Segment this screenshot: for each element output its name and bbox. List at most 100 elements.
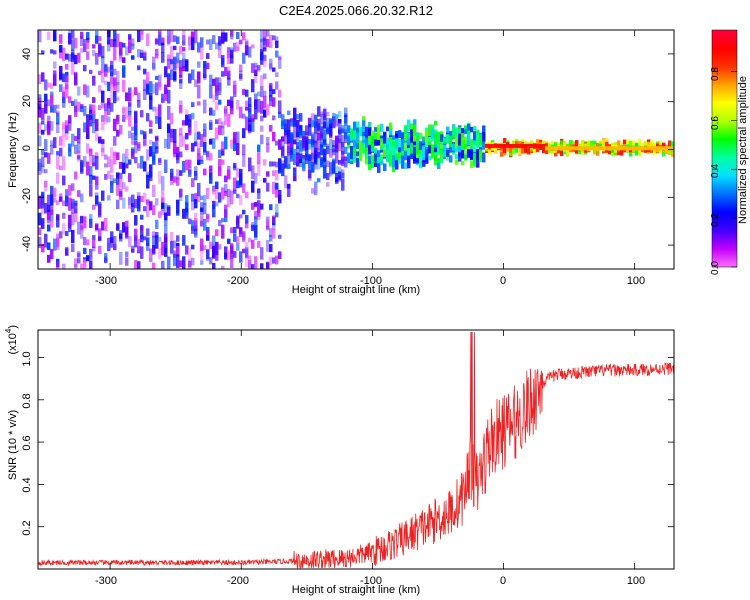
spectrogram-cell bbox=[467, 124, 471, 132]
spectrogram-peak-cell bbox=[575, 146, 579, 151]
spectrogram-cell bbox=[209, 39, 213, 51]
spectrogram-cell bbox=[137, 261, 141, 269]
spectrogram-cell bbox=[95, 156, 99, 170]
spectrogram-cell bbox=[560, 140, 564, 144]
spectrogram-cell bbox=[434, 155, 438, 166]
colorbar-ticks bbox=[712, 71, 737, 268]
spectrogram-cell bbox=[167, 256, 171, 269]
spectrogram-cell bbox=[479, 133, 483, 146]
spectrogram-cell bbox=[323, 165, 327, 179]
spectrogram-peak-cell bbox=[506, 143, 510, 148]
spectrogram-cell bbox=[164, 247, 168, 257]
spectrogram-cell bbox=[98, 44, 102, 55]
spectrogram-cell bbox=[293, 167, 297, 178]
spectrogram-cell bbox=[230, 30, 234, 37]
spectrogram-cell bbox=[227, 66, 231, 79]
spectrogram-cell bbox=[110, 102, 114, 112]
spectrogram-cell bbox=[200, 238, 204, 252]
spectrogram-cell bbox=[80, 216, 84, 229]
spectrogram-cell bbox=[200, 260, 204, 265]
spectrogram-cell bbox=[209, 138, 213, 145]
spectrogram-cell bbox=[251, 44, 255, 49]
spectrogram-cell bbox=[245, 215, 249, 224]
spectrogram-cell bbox=[287, 141, 291, 156]
spectrogram-cell bbox=[404, 125, 408, 134]
spectrogram-cell bbox=[419, 161, 423, 169]
spectrogram-cell bbox=[500, 149, 504, 154]
spectrogram-cell bbox=[491, 147, 495, 151]
spectrogram-cell bbox=[92, 155, 96, 166]
snr-ticks bbox=[38, 330, 674, 569]
spectrogram-cell bbox=[593, 141, 597, 149]
spectrogram-cell bbox=[50, 248, 54, 260]
spectrogram-cell bbox=[548, 148, 552, 154]
spectrogram-cell bbox=[599, 141, 603, 146]
spectrogram-cell bbox=[137, 99, 141, 108]
spectrogram-cell bbox=[95, 152, 99, 159]
spectrogram-cell bbox=[80, 215, 84, 224]
spectrogram-cell bbox=[332, 169, 336, 175]
spectrogram-cell bbox=[221, 159, 225, 165]
spectrogram-cell bbox=[581, 152, 585, 156]
spectrogram-cell bbox=[257, 240, 261, 248]
spectrogram-cell bbox=[101, 102, 105, 109]
spectrogram-cell bbox=[215, 101, 219, 111]
spectrogram-cell bbox=[68, 143, 72, 157]
spectrogram-cell bbox=[320, 122, 324, 133]
spectrogram-peak-cell bbox=[608, 146, 612, 151]
spectrogram-cell bbox=[86, 143, 90, 154]
spectrogram-cell bbox=[515, 147, 519, 153]
spectrogram-cell bbox=[65, 85, 69, 98]
spectrogram-cell bbox=[176, 52, 180, 64]
spectrogram-cell bbox=[143, 69, 147, 75]
spectrogram-cell bbox=[344, 114, 348, 124]
spectrogram-cell bbox=[149, 146, 153, 157]
spectrogram-cell bbox=[71, 183, 75, 191]
spectrogram-cell bbox=[80, 48, 84, 53]
spectrogram-cell bbox=[107, 30, 111, 45]
spectrogram-cell bbox=[545, 143, 549, 147]
spectrogram-cell bbox=[188, 73, 192, 84]
spectrogram-cell bbox=[167, 35, 171, 46]
spectrogram-cell bbox=[293, 153, 297, 166]
spectrogram-cell bbox=[317, 106, 321, 117]
spectrogram-cell bbox=[275, 36, 279, 44]
spectrogram-cell bbox=[71, 39, 75, 51]
spectrogram-cell bbox=[113, 46, 117, 61]
spectrogram-cell bbox=[287, 183, 291, 189]
spectrogram-cell bbox=[437, 162, 441, 170]
spectrogram-cell bbox=[242, 209, 246, 215]
spectrogram-cell bbox=[149, 170, 153, 177]
spectrogram-cell bbox=[245, 191, 249, 199]
spectrogram-cell bbox=[215, 201, 219, 207]
spectrogram-cell bbox=[227, 51, 231, 65]
spectrogram-cell bbox=[494, 145, 498, 152]
spectrogram-cell bbox=[125, 106, 129, 120]
spectrogram-cell bbox=[344, 161, 348, 168]
spectrogram-cell bbox=[62, 200, 66, 206]
spectrogram-cell bbox=[251, 225, 255, 231]
spectrogram-cell bbox=[512, 149, 516, 155]
spectrogram-cell bbox=[56, 104, 60, 109]
spectrogram-cell bbox=[356, 127, 360, 136]
spectrogram-cell bbox=[146, 171, 150, 178]
spectrogram-cell bbox=[281, 146, 285, 157]
spectrogram-cell bbox=[203, 136, 207, 142]
spectrogram-cell bbox=[461, 133, 465, 146]
spectrogram-cell bbox=[128, 197, 132, 205]
spectrogram-cell bbox=[185, 195, 189, 205]
spectrogram-cell bbox=[164, 225, 168, 235]
spectrogram-cell bbox=[221, 148, 225, 156]
bottom-y-tick-label: 0.8 bbox=[21, 393, 33, 408]
spectrogram-cell bbox=[179, 75, 183, 90]
spectrogram-cell bbox=[59, 45, 63, 53]
spectrogram-cell bbox=[302, 157, 306, 170]
spectrogram-cell bbox=[344, 129, 348, 140]
spectrogram-cell bbox=[200, 207, 204, 212]
spectrogram-cell bbox=[236, 32, 240, 40]
spectrogram-cell bbox=[86, 51, 90, 60]
spectrogram-cell bbox=[92, 121, 96, 134]
spectrogram-cell bbox=[176, 209, 180, 216]
spectrogram-cell bbox=[266, 262, 270, 269]
spectrogram-cell bbox=[314, 153, 318, 163]
